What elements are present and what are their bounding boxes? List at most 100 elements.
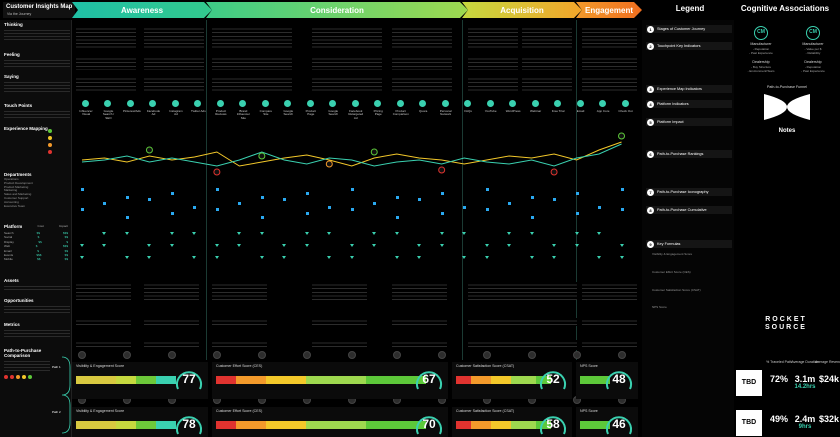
path-step-icon[interactable]	[167, 351, 176, 359]
touchpoint-icon[interactable]	[576, 100, 584, 107]
touchpoint-icon[interactable]	[284, 100, 292, 107]
path-step-icon[interactable]	[302, 351, 311, 359]
touchpoint-icon[interactable]	[261, 100, 269, 107]
touchpoint-icon[interactable]	[554, 100, 562, 107]
path-step-icon[interactable]	[482, 351, 491, 359]
platform-marker	[259, 232, 264, 235]
touchpoint-icon[interactable]	[419, 100, 427, 107]
touchpoint-icon[interactable]	[396, 100, 404, 107]
score-title: NPS Score	[580, 409, 598, 413]
path1-label: Path 1	[52, 365, 61, 369]
legend-item[interactable]: 3 Experience Map Indicators	[646, 85, 732, 93]
touchpoint-icon[interactable]	[441, 100, 449, 107]
orange-dot-icon	[16, 375, 20, 379]
touchpoint-icon[interactable]	[351, 100, 359, 107]
touchpoint-icon[interactable]	[216, 100, 224, 107]
legend-item[interactable]: 8 Path-to-Purchase Cumulative	[646, 206, 732, 214]
touchpoint-icon[interactable]	[374, 100, 382, 107]
path-ranking-dots	[4, 375, 70, 379]
platform-marker	[169, 232, 174, 235]
touchpoint-icon[interactable]	[194, 100, 202, 107]
touchpoint-icon[interactable]	[239, 100, 247, 107]
experience-marker[interactable]	[325, 160, 333, 168]
touchpoint-label: Pinterest/Ads	[122, 109, 141, 113]
phase-consideration[interactable]: Consideration	[206, 2, 468, 18]
path-step-icon[interactable]	[392, 351, 401, 359]
path-step-icon[interactable]	[257, 351, 266, 359]
experience-marker[interactable]	[258, 152, 266, 160]
touchpoint-icon[interactable]	[306, 100, 314, 107]
touchpoint-icon[interactable]	[126, 100, 134, 107]
department-marker	[575, 192, 579, 195]
journey-note	[76, 56, 136, 70]
experience-marker[interactable]	[213, 168, 221, 176]
touchpoint-icon[interactable]	[486, 100, 494, 107]
touchpoint-icon[interactable]	[329, 100, 337, 107]
cog-b-items: - Value per $ - Reliability	[804, 47, 822, 56]
touchpoint-icon[interactable]	[621, 100, 629, 107]
platform-name: Search	[4, 231, 14, 235]
sidebar-opportunities-title: Opportunities	[4, 298, 34, 303]
touchpoint-icon[interactable]	[149, 100, 157, 107]
legend-item[interactable]: 9 Key Formulas	[646, 240, 732, 248]
legend-item[interactable]: 2 Touchpoint Key Indicators	[646, 42, 732, 50]
touchpoint-icon[interactable]	[82, 100, 89, 107]
platform-marker	[552, 244, 557, 247]
cog-d-items: - Reputation - Past Experience	[801, 65, 825, 74]
yellow-dot-icon	[22, 375, 26, 379]
touchpoint-icon[interactable]	[104, 100, 112, 107]
sidebar-metrics: Metrics	[4, 322, 70, 338]
platform-impact: $$$	[62, 244, 68, 249]
department-marker	[81, 208, 84, 211]
department-marker	[373, 202, 377, 205]
path-step-icon[interactable]	[122, 351, 131, 359]
gauge-icon	[540, 371, 566, 390]
gauge-icon	[606, 371, 632, 390]
legend-item[interactable]: 1 Stages of Customer Journey	[646, 25, 732, 33]
experience-line	[81, 143, 622, 167]
experience-marker[interactable]	[550, 168, 558, 176]
platform-col-impact: Impact	[58, 224, 68, 228]
path-step-icon[interactable]	[527, 351, 536, 359]
path-step-icon[interactable]	[347, 351, 356, 359]
experience-marker[interactable]	[370, 148, 378, 156]
department-item: Product Marketing	[4, 184, 29, 189]
department-item: Accounting	[4, 199, 19, 204]
legend-item[interactable]: 6 Path-to-Purchase Rankings	[646, 150, 732, 158]
path-step-icon[interactable]	[212, 351, 221, 359]
score-bar-segment	[491, 376, 511, 384]
experience-line	[81, 141, 622, 167]
legend-panel: 1 Stages of Customer Journey 2 Touchpoint K…	[642, 20, 734, 437]
phase-acquisition[interactable]: Acquisition	[462, 2, 582, 18]
touchpoint-icon[interactable]	[464, 100, 472, 107]
touchpoint-icon[interactable]	[171, 100, 179, 107]
sidebar-metrics-title: Metrics	[4, 322, 20, 327]
gauge-icon	[416, 416, 442, 435]
score-box-nps: NPS Score 48	[576, 362, 638, 399]
legend-item[interactable]: 4 Platform Indicators	[646, 100, 732, 108]
legend-item[interactable]: 7 Path-to-Purchase Iconography	[646, 188, 732, 196]
sidebar-metrics-text	[4, 328, 70, 338]
phase-awareness[interactable]: Awareness	[72, 2, 212, 18]
path-step-icon[interactable]	[78, 351, 86, 359]
journey-note	[312, 26, 382, 48]
gauge-icon	[606, 416, 632, 435]
touchpoint-icon[interactable]	[509, 100, 517, 107]
touchpoint-icon[interactable]	[531, 100, 539, 107]
path-step-icon[interactable]	[572, 351, 581, 359]
gauge-icon	[540, 416, 566, 435]
funnel-title: Path-to-Purchase Funnel	[767, 85, 807, 89]
platform-marker	[327, 256, 332, 259]
experience-marker[interactable]	[145, 146, 153, 154]
experience-marker[interactable]	[618, 132, 626, 140]
path-step-icon[interactable]	[437, 351, 446, 359]
path-step-icon[interactable]	[617, 351, 626, 359]
experience-marker[interactable]	[438, 166, 446, 174]
touchpoint-icon[interactable]	[599, 100, 607, 107]
phase-engagement[interactable]: Engagement	[576, 2, 642, 18]
score-bar-segment	[306, 376, 366, 384]
score-bar-segment	[266, 421, 306, 429]
legend-item[interactable]: 5 Platform Impact	[646, 118, 732, 126]
platform-impact: $$	[64, 257, 68, 262]
stat-revenue: $32k	[818, 414, 840, 424]
